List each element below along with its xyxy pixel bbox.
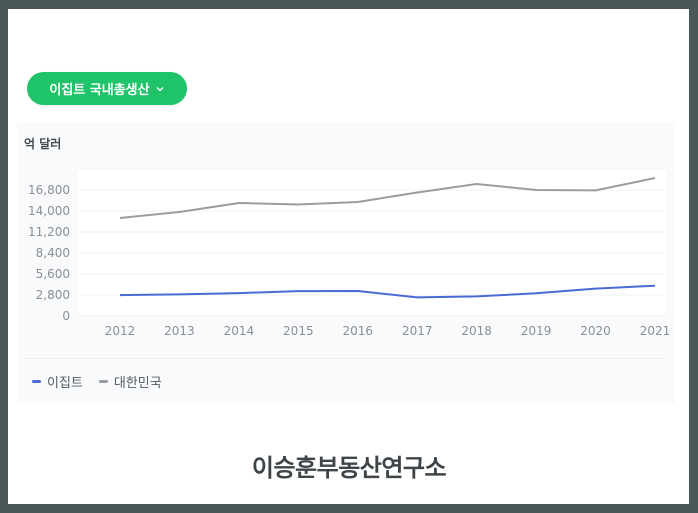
- series-line[interactable]: [119, 284, 656, 299]
- y-tick-label: 14,000: [28, 204, 70, 218]
- x-tick-label: 2020: [580, 324, 611, 338]
- y-tick-label: 11,200: [28, 225, 70, 239]
- chart-series-lines: [119, 177, 656, 299]
- x-tick-label: 2017: [402, 324, 433, 338]
- x-tick-label: 2016: [343, 324, 374, 338]
- indicator-selector-button[interactable]: 이집트 국내총생산: [27, 72, 187, 105]
- indicator-selector-label: 이집트 국내총생산: [49, 83, 150, 98]
- y-axis-ticks: 0 2,800 5,600 8,400 11,200 14,000 16,800: [28, 183, 70, 323]
- legend-divider: [24, 358, 667, 359]
- brand-watermark: 이승훈부동산연구소: [251, 454, 447, 482]
- legend-swatch-icon: [98, 380, 108, 383]
- legend-item[interactable]: 이집트: [32, 372, 83, 391]
- x-tick-label: 2012: [105, 324, 136, 338]
- x-axis-ticks: 2012 2013 2014 2015 2016 2017 2018 2019 2020 2021: [105, 324, 671, 338]
- y-tick-label: 8,400: [36, 246, 70, 260]
- x-tick-label: 2013: [164, 324, 195, 338]
- chart-legend: 이집트 대한민국: [32, 372, 162, 391]
- series-line[interactable]: [119, 177, 656, 219]
- x-tick-label: 2018: [461, 324, 492, 338]
- chevron-down-icon: [156, 86, 164, 91]
- x-tick-label: 2019: [521, 324, 552, 338]
- legend-swatch-icon: [32, 380, 41, 383]
- legend-item[interactable]: 대한민국: [98, 372, 162, 391]
- y-tick-label: 0: [62, 309, 70, 323]
- y-axis-unit-label: 억 달러: [24, 137, 62, 151]
- x-tick-label: 2021: [640, 324, 671, 338]
- y-tick-label: 5,600: [36, 267, 70, 281]
- y-tick-label: 2,800: [36, 288, 70, 302]
- y-tick-label: 16,800: [28, 183, 70, 197]
- legend-label: 대한민국: [113, 376, 162, 391]
- x-tick-label: 2015: [283, 324, 314, 338]
- x-tick-label: 2014: [224, 324, 255, 338]
- legend-label: 이집트: [47, 376, 83, 391]
